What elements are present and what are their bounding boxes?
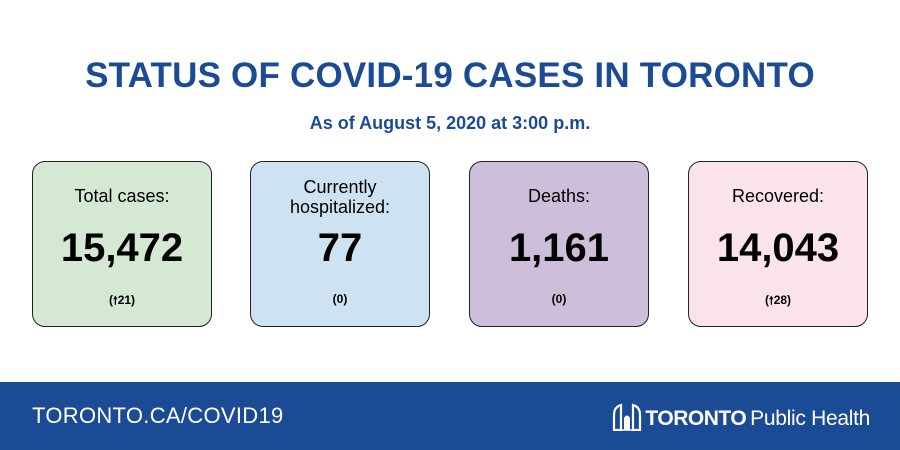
card-change: (0): [551, 292, 567, 306]
card-value: 15,472: [60, 226, 184, 270]
up-arrow-icon: 🠕: [768, 295, 774, 307]
card-label-line1: Currently: [303, 177, 377, 197]
logo-subtitle: Public Health: [750, 407, 870, 430]
logo-wordmark: TORONTO: [645, 407, 747, 430]
page-subtitle: As of August 5, 2020 at 3:00 p.m.: [309, 113, 591, 133]
card-value: 77: [317, 226, 363, 270]
card-change: (0): [332, 292, 348, 306]
card-value: 1,161: [508, 226, 610, 270]
page-title: STATUS OF COVID-19 CASES IN TORONTO: [85, 56, 815, 95]
card-value: 14,043: [716, 226, 840, 270]
card-change: (🠕21): [33, 292, 211, 311]
footer-bar: TORONTO.CA/COVID19 TORONTO Public Health: [0, 382, 900, 450]
hospitalized-card: Currently hospitalized: 77 (0): [250, 161, 430, 327]
card-label: Total cases:: [74, 186, 170, 206]
footer-url-link[interactable]: TORONTO.CA/COVID19: [32, 403, 284, 428]
toronto-logo: TORONTO Public Health: [612, 401, 870, 431]
recovered-card: Recovered: 14,043 (🠕28): [688, 161, 868, 327]
deaths-card: Deaths: 1,161 (0): [469, 161, 649, 327]
card-label: Recovered:: [731, 186, 825, 206]
total-cases-card: Total cases: 15,472 (🠕21): [32, 161, 212, 327]
up-arrow-icon: 🠕: [112, 295, 118, 307]
card-label-line2: hospitalized:: [289, 197, 391, 217]
card-label: Deaths:: [527, 186, 591, 206]
card-change: (🠕28): [689, 292, 867, 311]
city-hall-icon: [613, 403, 642, 431]
